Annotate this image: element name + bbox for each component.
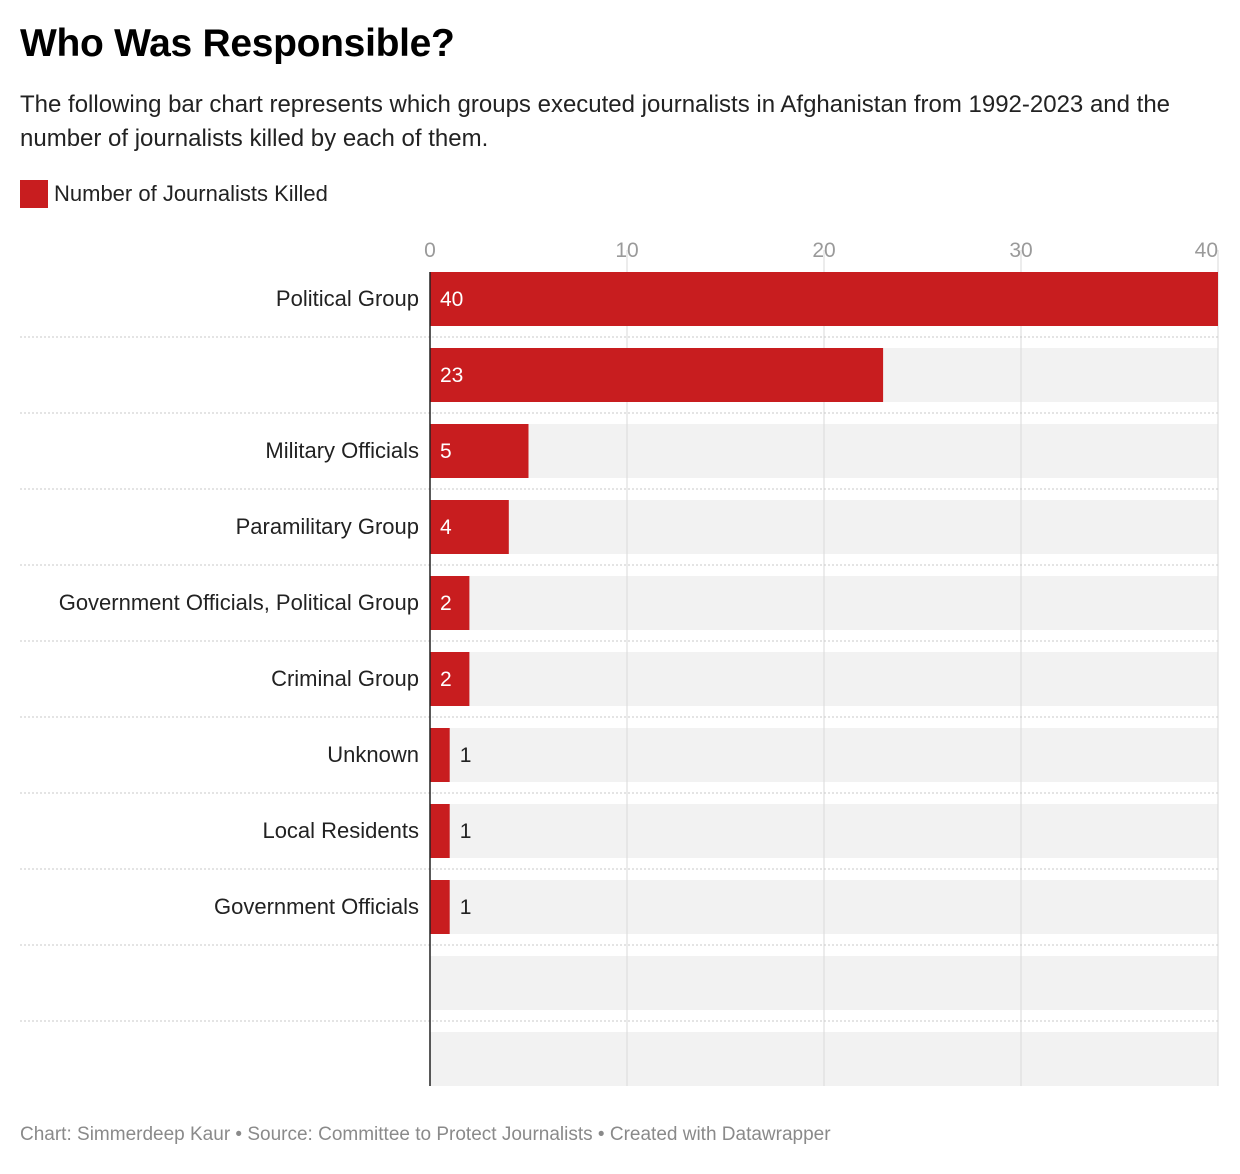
legend: Number of Journalists Killed: [20, 180, 328, 208]
category-label: Government Officials, Political Group: [59, 590, 419, 615]
bar: [430, 804, 450, 858]
x-tick-label: 30: [1009, 239, 1032, 262]
bar: [430, 272, 1218, 326]
bar-value-label: 1: [460, 744, 472, 767]
bar: [430, 880, 450, 934]
bar: [430, 728, 450, 782]
category-label: Local Residents: [262, 818, 419, 843]
bar: [430, 424, 529, 478]
bar-value-label: 40: [440, 288, 463, 311]
bar-value-label: 2: [440, 668, 452, 691]
x-tick-label: 40: [1195, 239, 1218, 262]
bar: [430, 576, 470, 630]
x-tick-label: 0: [424, 239, 436, 262]
bar-value-label: 2: [440, 592, 452, 615]
bar: [430, 500, 509, 554]
x-tick-label: 10: [615, 239, 638, 262]
legend-swatch: [20, 180, 48, 208]
x-tick-label: 20: [812, 239, 835, 262]
category-label: Criminal Group: [271, 666, 419, 691]
bar-chart: 0 10 20 30 40 Political Group 40 23 Military Off…: [20, 239, 1219, 1086]
bar-value-label: 1: [460, 896, 472, 919]
bar-value-label: 5: [440, 440, 452, 463]
category-label: Political Group: [276, 286, 419, 311]
bar-value-label: 4: [440, 516, 452, 539]
chart-title: Who Was Responsible?: [20, 22, 455, 65]
category-label: Unknown: [327, 742, 419, 767]
bar: [430, 652, 470, 706]
category-label: Paramilitary Group: [236, 514, 419, 539]
chart-subtitle: The following bar chart represents which…: [20, 91, 1171, 152]
legend-label: Number of Journalists Killed: [54, 181, 328, 206]
bar-value-label: 1: [460, 820, 472, 843]
category-label: Military Officials: [265, 438, 419, 463]
bar-value-label: 23: [440, 364, 463, 387]
category-label: Government Officials: [214, 894, 419, 919]
bar: [430, 348, 884, 402]
chart-footer: Chart: Simmerdeep Kaur • Source: Committ…: [20, 1124, 831, 1145]
